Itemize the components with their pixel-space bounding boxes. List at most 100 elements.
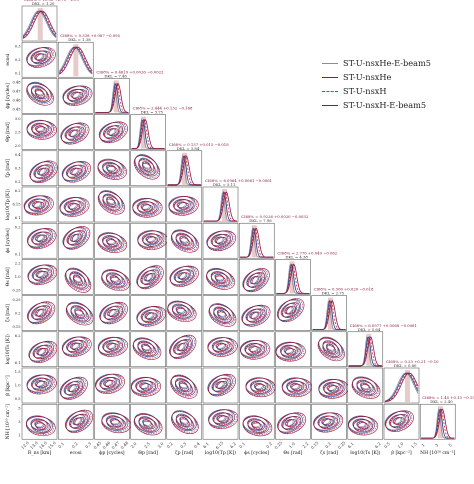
- contour-7-2-s2-l2: [110, 276, 121, 284]
- contour-11-2-s0-l2: [109, 417, 119, 425]
- y-axis-label-9: log10(Ts [K]): [4, 334, 11, 364]
- contour-3-2-s0-l2: [106, 128, 116, 136]
- contour-9-2-s0-l1: [102, 339, 119, 352]
- panel-11-3: [130, 403, 166, 440]
- contour-8-6-s2-l2: [250, 311, 261, 320]
- contour-6-0-s0-l2: [34, 234, 44, 242]
- contour-10-4-s3-l1: [174, 379, 193, 395]
- legend-swatch: [322, 104, 338, 106]
- contour-9-2-s1-l1: [102, 340, 121, 353]
- contour-9-0-s2-l2: [37, 347, 48, 356]
- panel-5-1: [57, 186, 94, 223]
- panel-8-0: [21, 295, 58, 331]
- contour-11-2-s1-l2: [110, 418, 120, 426]
- contour-7-1-s0-l1: [69, 271, 85, 285]
- dkl-label-4: DKL = 3.84: [177, 146, 200, 151]
- contour-4-2-s1-l2: [106, 164, 116, 172]
- marginal-10-series-3: [384, 372, 419, 403]
- y-tick-5-2: 6.2: [15, 189, 21, 193]
- contour-6-4-s1-l1: [175, 233, 193, 247]
- contour-3-1-s3-l0: [61, 122, 90, 145]
- contour-5-1-s1-l2: [67, 202, 78, 210]
- contour-6-1-s3-l2: [72, 233, 82, 243]
- contour-8-7-s2-l1: [281, 302, 299, 318]
- ci-label-0: CI68% = 10.53 +2.70 −2.09: [24, 0, 80, 2]
- contour-10-3-s3-l2: [140, 383, 152, 391]
- contour-2-1-s0-l1: [66, 88, 84, 101]
- y-tick-2-1: 0.46: [12, 99, 21, 103]
- contour-8-0-s2-l2: [35, 308, 46, 317]
- contour-11-0-s1-l2: [34, 421, 45, 429]
- contour-8-3-s1-l1: [141, 309, 159, 322]
- contour-11-7-s3-l2: [286, 419, 298, 428]
- contour-10-4-s2-l2: [178, 382, 189, 391]
- contour-5-1-s0-l2: [67, 202, 77, 210]
- contour-10-8-s0-l1: [322, 381, 340, 394]
- contour-10-9-s3-l2: [360, 384, 372, 393]
- contour-11-5-s2-l1: [213, 412, 232, 426]
- panel-5-4: [166, 186, 203, 223]
- ci-label-7: CI68% = 2.770 +0.049 −0.062: [277, 250, 337, 255]
- contour-4-0-s3-l2: [39, 167, 50, 176]
- contour-11-0-s3-l2: [35, 422, 47, 430]
- x-tick-10-0: 0.5: [383, 441, 391, 449]
- contour-9-3-s2-l1: [137, 341, 156, 356]
- contour-10-5-s1-l2: [215, 381, 225, 389]
- contour-7-4-s0-l1: [173, 269, 190, 282]
- contour-9-3-s3-l2: [141, 345, 153, 354]
- contour-6-0-s0-l1: [31, 231, 48, 244]
- contour-7-5-s2-l1: [210, 272, 230, 286]
- contour-10-4-s1-l2: [178, 381, 188, 390]
- marginal-3-series-2: [131, 118, 165, 149]
- contour-5-3-s1-l2: [140, 203, 151, 211]
- contour-6-1-s3-l0: [63, 226, 91, 250]
- contour-5-4-s3-l1: [173, 199, 194, 213]
- contour-9-1-s1-l2: [70, 342, 80, 350]
- contour-9-3-s0-l2: [140, 343, 150, 351]
- contour-11-8-s3-l2: [323, 418, 334, 427]
- contour-10-7-s0-l2: [289, 382, 300, 390]
- contour-2-1-s2-l1: [67, 88, 86, 102]
- contour-8-1-s0-l2: [74, 307, 83, 316]
- contour-11-6-s0-l2: [250, 420, 261, 428]
- contour-9-5-s3-l2: [217, 343, 229, 351]
- contour-10-6-s1-l1: [250, 380, 268, 393]
- legend-entry: ST-U-nsxHe: [322, 70, 470, 84]
- contour-7-4-s0-l2: [177, 272, 187, 279]
- legend-swatch: [322, 76, 338, 78]
- contour-11-3-s3-l2: [142, 420, 154, 429]
- contour-10-5-s2-l2: [216, 381, 226, 389]
- contour-10-1-s0-l1: [63, 381, 79, 395]
- contour-11-0-s3-l0: [25, 416, 56, 437]
- y-tick-10-0: 0.5: [15, 397, 21, 401]
- contour-7-4-s1-l1: [174, 269, 192, 283]
- contour-10-6-s3-l1: [250, 381, 271, 394]
- contour-7-5-s1-l2: [214, 274, 225, 282]
- credible-interval-10: [404, 370, 410, 402]
- contour-10-5-s1-l1: [211, 378, 229, 392]
- contour-8-6-s1-l2: [249, 311, 259, 320]
- contour-10-3-s0-l2: [138, 382, 149, 389]
- contour-6-0-s2-l1: [32, 231, 51, 245]
- contour-11-10-s3-l2: [394, 417, 405, 426]
- contour-5-4-s3-l0: [168, 196, 199, 216]
- contour-4-0-s0-l1: [33, 164, 49, 178]
- contour-9-6-s3-l2: [249, 346, 261, 354]
- contour-6-3-s3-l1: [142, 233, 163, 247]
- contour-2-0-s2-l1: [31, 86, 49, 101]
- y-axis-label-5: log10(Tp [K]): [4, 189, 11, 220]
- contour-8-0-s3-l0: [27, 301, 56, 325]
- contour-8-0-s2-l1: [32, 305, 50, 320]
- contour-10-5-s2-l1: [212, 377, 230, 393]
- contour-6-0-s1-l1: [31, 231, 49, 245]
- contour-9-1-s3-l1: [67, 339, 87, 354]
- contour-8-2-s3-l2: [108, 308, 120, 318]
- contour-10-2-s0-l1: [99, 376, 116, 389]
- contour-5-3-s2-l2: [141, 204, 152, 211]
- contour-7-3-s3-l1: [141, 269, 160, 286]
- contour-11-3-s1-l2: [142, 419, 152, 427]
- contour-9-5-s1-l1: [212, 340, 230, 353]
- contour-8-3-s0-l2: [144, 312, 154, 319]
- panel-5-0: [21, 186, 58, 223]
- contour-5-3-s3-l0: [132, 198, 163, 218]
